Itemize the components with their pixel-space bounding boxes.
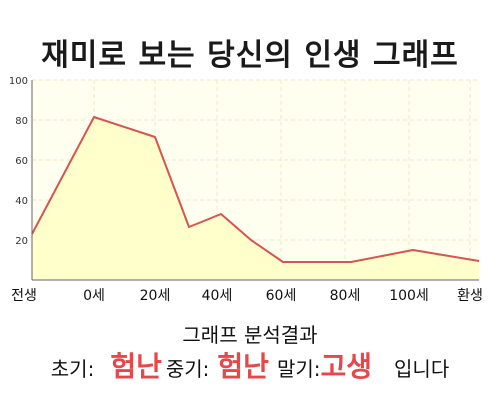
x-tick-label: 40세 (202, 288, 233, 304)
suffix-text: 입니다 (394, 357, 450, 381)
x-tick-label: 20세 (140, 288, 171, 304)
analysis-result: 초기: 험난 중기: 험난 말기:고생 입니다 (0, 345, 500, 385)
y-tick-label: 100 (9, 76, 28, 87)
series-line (31, 116, 480, 263)
y-tick-label: 20 (15, 236, 28, 247)
late-value: 고생 (320, 350, 373, 383)
x-tick-label: 100세 (389, 288, 429, 304)
x-tick-label: 60세 (266, 288, 297, 304)
early-value: 험난 (110, 350, 162, 383)
y-tick-label: 60 (15, 156, 28, 167)
mid-value: 험난 (217, 350, 269, 383)
x-tick-label: 환생 (457, 288, 483, 304)
x-tick-label: 80세 (330, 288, 361, 304)
x-tick-label: 0세 (83, 288, 105, 304)
page-title: 재미로 보는 당신의 인생 그래프 (41, 38, 459, 73)
series-area (32, 117, 479, 280)
late-label: 말기: (276, 357, 321, 381)
x-tick-label: 전생 (11, 288, 37, 304)
y-tick-label: 40 (15, 196, 28, 207)
analysis-heading: 그래프 분석결과 (182, 323, 318, 347)
y-tick-label: 80 (15, 116, 28, 127)
early-label: 초기: (50, 357, 95, 381)
mid-label: 중기: (165, 357, 210, 381)
